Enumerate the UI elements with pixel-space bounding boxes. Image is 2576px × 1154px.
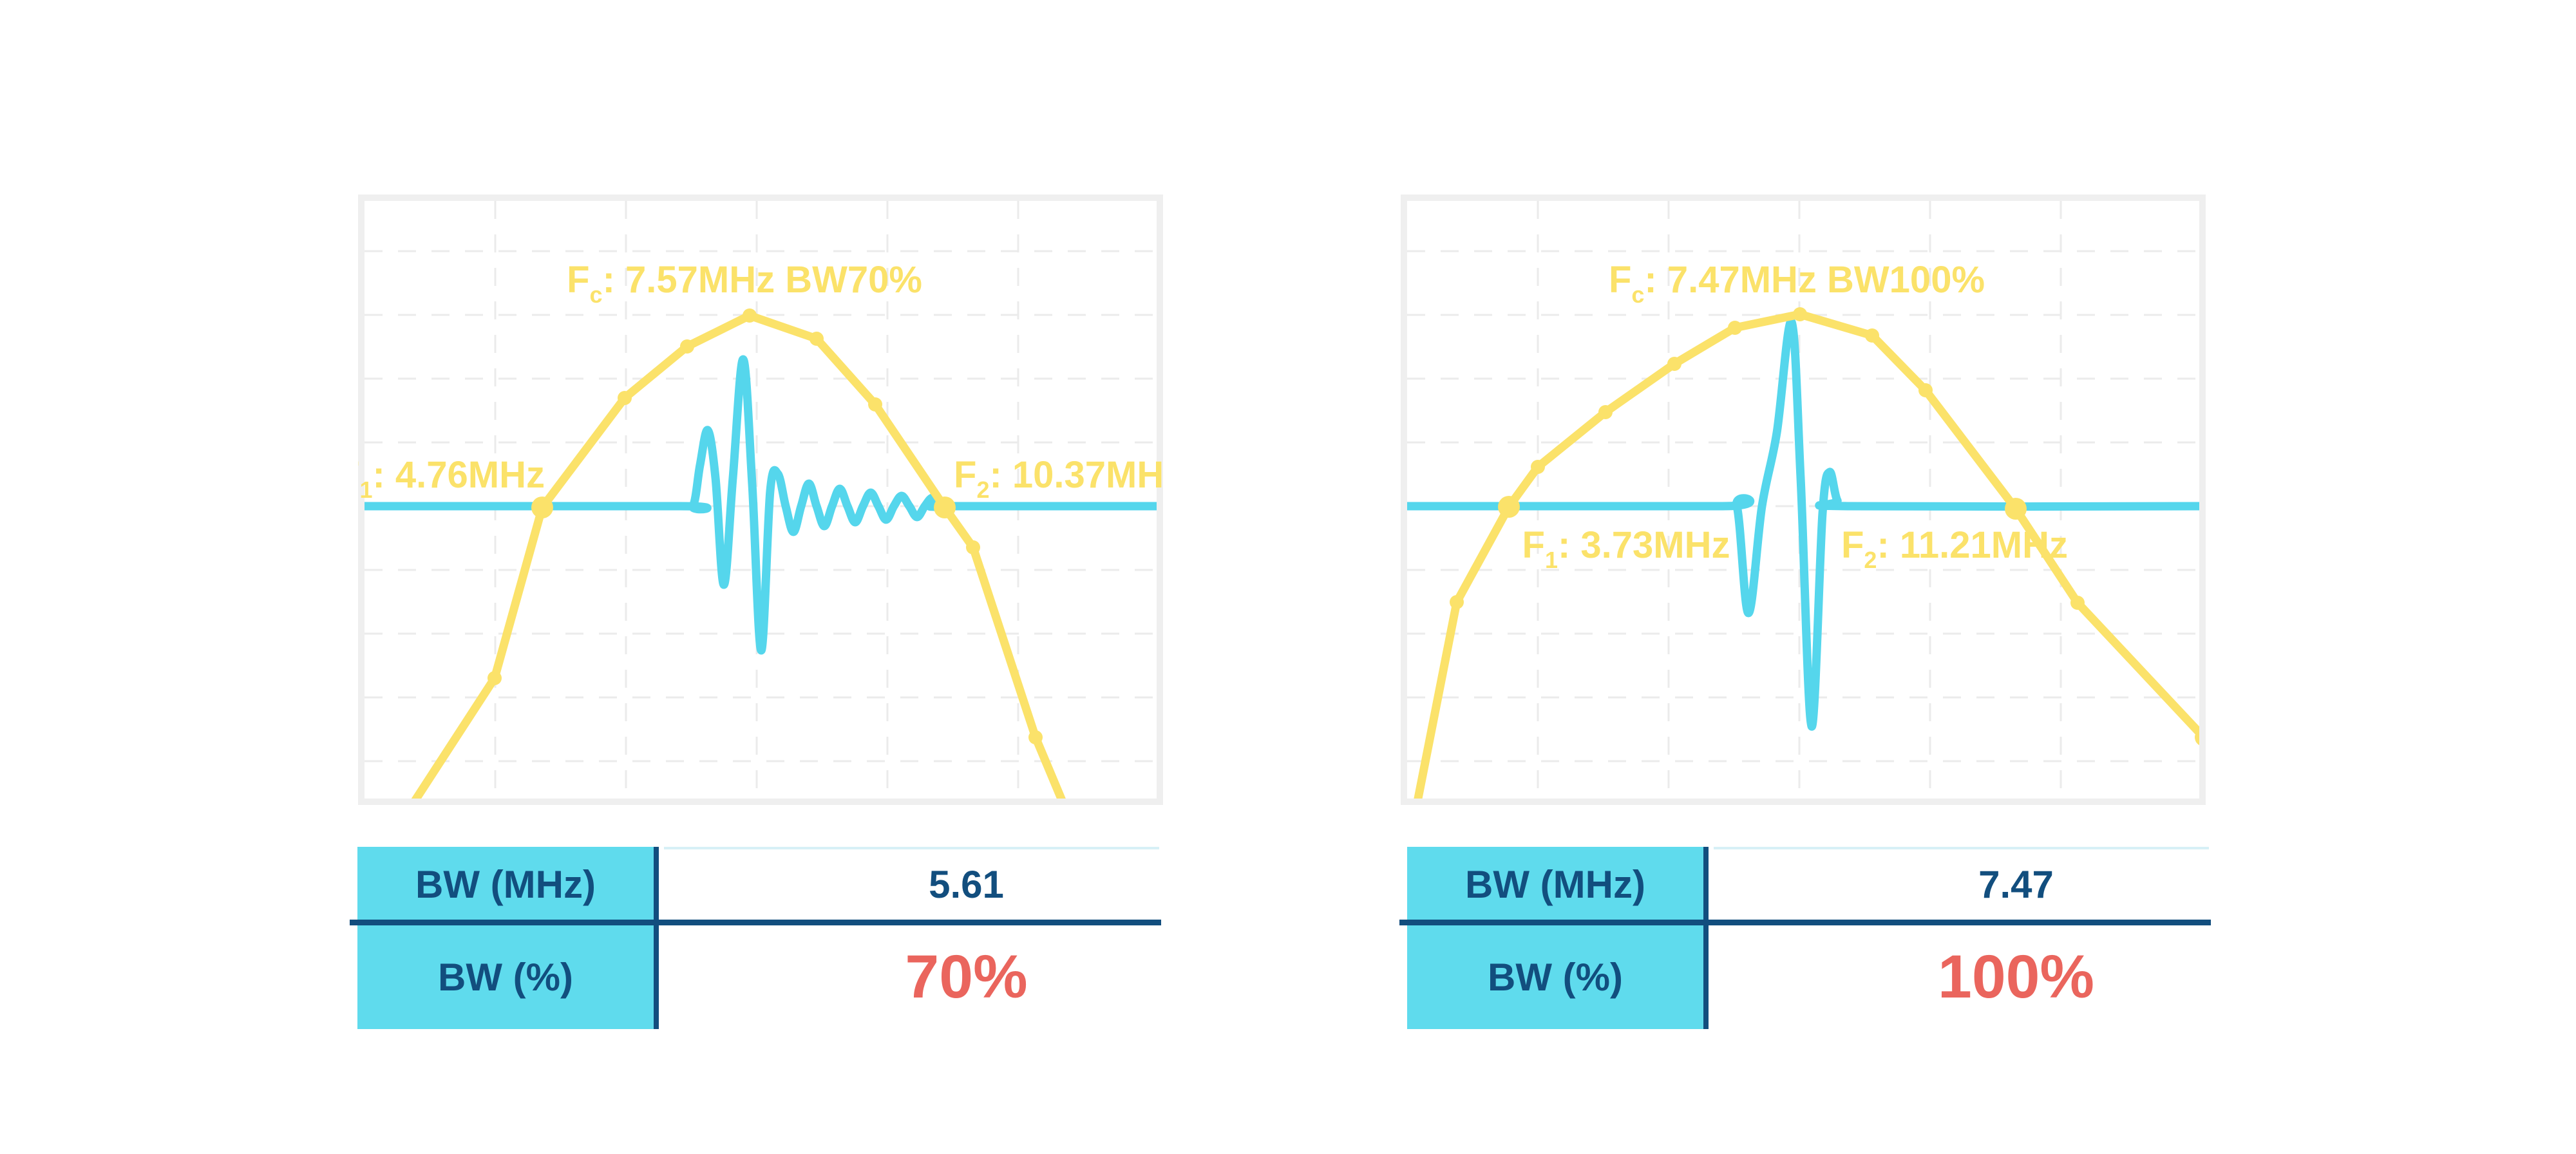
annotation-f1: F1: 3.73MHz (1522, 524, 1730, 573)
table-vertical-divider (654, 847, 659, 1029)
bw-table-left: BW (MHz) 5.61 BW (%) 70% (350, 847, 1161, 1029)
annotation-f2: F2: 10.37MHz (954, 454, 1163, 503)
annotation-f1: F1: 4.76MHz (358, 454, 545, 503)
value-column-top-border (664, 847, 1159, 849)
table-row-label: BW (%) (438, 956, 573, 999)
table-vertical-divider (1703, 847, 1709, 1029)
table-row-label: BW (MHz) (1465, 863, 1645, 906)
value-column-top-border (1714, 847, 2209, 849)
table-row-value: 5.61 (929, 863, 1004, 906)
table-row-value: 7.47 (1978, 863, 2054, 906)
chart-panel-bw100: Fc: 7.47MHz BW100% F1: 3.73MHz F2: 11.21… (1401, 194, 2206, 805)
spectrum-plot-bw100: Fc: 7.47MHz BW100% F1: 3.73MHz F2: 11.21… (1401, 194, 2206, 805)
table-row-value: 100% (1938, 943, 2094, 1011)
table-header-column-bg (357, 847, 654, 1029)
table-header-column-bg (1407, 847, 1703, 1029)
chart-panel-bw70: Fc: 7.57MHz BW70% F1: 4.76MHz F2: 10.37M… (358, 194, 1163, 805)
plot-frame (358, 194, 1163, 805)
table-horizontal-divider (1399, 920, 2211, 925)
table-horizontal-divider (350, 920, 1161, 925)
plot-frame (1401, 194, 2206, 805)
bw-table-right: BW (MHz) 7.47 BW (%) 100% (1399, 847, 2211, 1029)
annotation-f2: F2: 11.21MHz (1841, 524, 2068, 573)
annotation-fc: Fc: 7.47MHz BW100% (1609, 259, 1985, 308)
table-row-label: BW (%) (1488, 956, 1623, 999)
annotation-fc: Fc: 7.57MHz BW70% (567, 259, 922, 308)
spectrum-plot-bw70: Fc: 7.57MHz BW70% F1: 4.76MHz F2: 10.37M… (358, 194, 1163, 805)
table-row-value: 70% (905, 943, 1028, 1011)
table-row-label: BW (MHz) (415, 863, 596, 906)
